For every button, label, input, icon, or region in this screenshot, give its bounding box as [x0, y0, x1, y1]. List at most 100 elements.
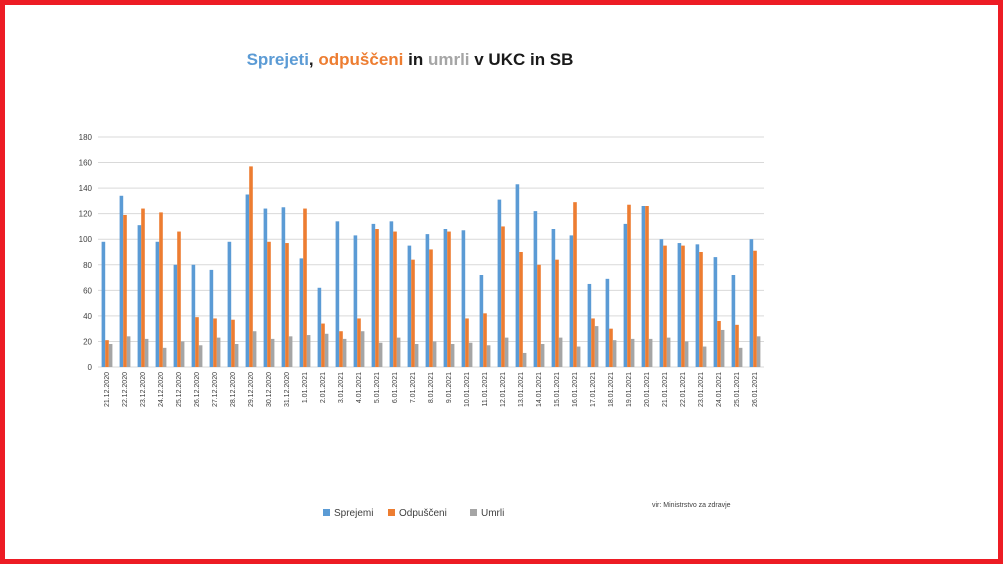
- bar-sprejemi: [191, 264, 196, 367]
- bar-umrli: [720, 329, 725, 367]
- x-tick-label: 9.01.2021: [446, 372, 453, 403]
- bar-umrli: [648, 338, 653, 367]
- x-tick-label: 6.01.2021: [392, 372, 399, 403]
- x-tick-label: 4.01.2021: [356, 372, 363, 403]
- bar-sprejemi: [551, 229, 556, 367]
- bar-umrli: [198, 345, 203, 367]
- bar-sprejemi: [335, 221, 340, 367]
- legend-label: Umrli: [481, 508, 504, 519]
- x-tick-label: 8.01.2021: [428, 372, 435, 403]
- x-tick-label: 16.01.2021: [572, 372, 579, 407]
- x-tick-label: 22.12.2020: [122, 372, 129, 407]
- bar-sprejemi: [263, 208, 268, 367]
- bar-sprejemi: [281, 207, 286, 367]
- bar-umrli: [396, 337, 401, 367]
- bar-umrli: [252, 331, 257, 367]
- bar-sprejemi: [605, 278, 610, 367]
- x-tick-label: 13.01.2021: [518, 372, 525, 407]
- bar-umrli: [594, 326, 599, 367]
- bar-odpuščeni: [285, 243, 289, 367]
- bar-odpuščeni: [267, 241, 271, 367]
- bar-umrli: [108, 344, 113, 367]
- bar-sprejemi: [641, 206, 646, 367]
- legend-swatch-sprejemi: [323, 509, 330, 516]
- y-tick-label: 140: [79, 184, 93, 193]
- bar-odpuščeni: [717, 321, 721, 367]
- bar-umrli: [558, 337, 563, 367]
- title-rest: v UKC in SB: [469, 50, 574, 69]
- x-tick-label: 31.12.2020: [284, 372, 291, 407]
- x-tick-label: 25.12.2020: [176, 372, 183, 407]
- bar-umrli: [126, 336, 131, 367]
- bar-odpuščeni: [375, 229, 379, 367]
- y-tick-label: 0: [88, 363, 93, 372]
- bar-odpuščeni: [447, 231, 451, 367]
- bar-odpuščeni: [537, 264, 541, 367]
- legend-label: Odpuščeni: [399, 508, 447, 519]
- bar-sprejemi: [677, 243, 682, 367]
- bar-odpuščeni: [177, 231, 181, 367]
- legend-swatch-odpuščeni: [388, 509, 395, 516]
- bar-sprejemi: [389, 221, 394, 367]
- title-part-umrli: umrli: [427, 50, 470, 69]
- bar-odpuščeni: [519, 252, 523, 367]
- x-tick-label: 17.01.2021: [590, 372, 597, 407]
- bar-odpuščeni: [681, 245, 685, 367]
- bar-umrli: [342, 338, 347, 367]
- bar-odpuščeni: [411, 259, 415, 367]
- bar-odpuščeni: [555, 259, 559, 367]
- bar-sprejemi: [479, 275, 484, 367]
- bar-sprejemi: [299, 258, 304, 367]
- bar-odpuščeni: [105, 340, 109, 367]
- bar-umrli: [378, 342, 383, 367]
- x-tick-label: 24.12.2020: [158, 372, 165, 407]
- bar-umrli: [144, 338, 149, 367]
- bar-odpuščeni: [501, 226, 505, 367]
- x-tick-label: 29.12.2020: [248, 372, 255, 407]
- bar-umrli: [162, 347, 167, 367]
- bar-odpuščeni: [123, 214, 127, 367]
- bar-sprejemi: [461, 230, 466, 367]
- bar-umrli: [504, 337, 509, 367]
- bar-sprejemi: [497, 199, 502, 367]
- bar-sprejemi: [533, 211, 538, 367]
- bar-sprejemi: [101, 241, 106, 367]
- title-part-sprejeti: Sprejeti: [246, 50, 309, 69]
- bar-odpuščeni: [645, 206, 649, 367]
- bar-odpuščeni: [393, 231, 397, 367]
- bar-odpuščeni: [573, 202, 577, 367]
- x-tick-label: 23.12.2020: [140, 372, 147, 407]
- bar-odpuščeni: [213, 318, 217, 367]
- bar-odpuščeni: [141, 208, 145, 367]
- bar-umrli: [180, 341, 185, 367]
- y-tick-label: 20: [83, 337, 92, 346]
- bar-umrli: [306, 335, 311, 367]
- bar-sprejemi: [371, 223, 376, 367]
- chart-title: Sprejeti, odpuščeni in umrli v UKC in SB: [0, 50, 820, 70]
- bar-sprejemi: [443, 229, 448, 367]
- y-tick-label: 160: [79, 159, 93, 168]
- bar-umrli: [612, 340, 617, 367]
- bar-odpuščeni: [249, 166, 253, 367]
- x-tick-label: 26.01.2021: [752, 372, 759, 407]
- bar-umrli: [414, 344, 419, 367]
- bar-umrli: [486, 345, 491, 367]
- bar-umrli: [270, 338, 275, 367]
- bar-odpuščeni: [591, 318, 595, 367]
- x-tick-label: 24.01.2021: [716, 372, 723, 407]
- bar-sprejemi: [749, 239, 754, 367]
- bar-odpuščeni: [339, 331, 343, 367]
- x-tick-label: 10.01.2021: [464, 372, 471, 407]
- bar-odpuščeni: [357, 318, 361, 367]
- bar-odpuščeni: [195, 317, 199, 367]
- bar-odpuščeni: [699, 252, 703, 367]
- bar-odpuščeni: [483, 313, 487, 367]
- bar-odpuščeni: [753, 250, 757, 367]
- bar-odpuščeni: [321, 323, 325, 367]
- bar-odpuščeni: [609, 328, 613, 367]
- bar-sprejemi: [245, 194, 250, 367]
- bar-umrli: [216, 337, 221, 367]
- bar-sprejemi: [731, 275, 736, 367]
- x-tick-label: 20.01.2021: [644, 372, 651, 407]
